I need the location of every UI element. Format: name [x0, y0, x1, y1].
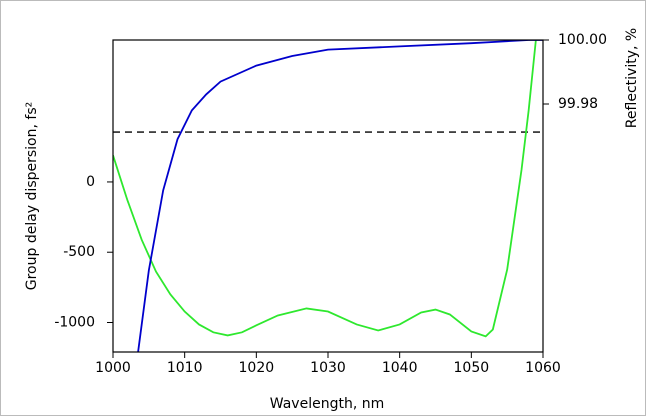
x-tick-label: 1040 [382, 360, 418, 376]
x-tick-label: 1010 [167, 360, 203, 376]
y-axis-label: Group delay dispersion, fs² [24, 102, 40, 290]
y2-tick-label: 100.00 [558, 32, 607, 48]
x-axis-label: Wavelength, nm [270, 396, 384, 412]
data-line [113, 40, 537, 338]
y2-axis-label: Reflectivity, % [624, 28, 640, 128]
y-tick-label: 0 [86, 174, 95, 190]
y-tick-label: -500 [63, 244, 95, 260]
y2-tick-label: 99.98 [558, 96, 598, 112]
y-tick-label: -1000 [54, 314, 95, 330]
x-tick-label: 1000 [95, 360, 131, 376]
x-tick-label: 1050 [454, 360, 490, 376]
x-tick-label: 1060 [525, 360, 561, 376]
x-tick-label: 1030 [310, 360, 346, 376]
data-line [137, 40, 543, 352]
x-tick-label: 1020 [239, 360, 275, 376]
